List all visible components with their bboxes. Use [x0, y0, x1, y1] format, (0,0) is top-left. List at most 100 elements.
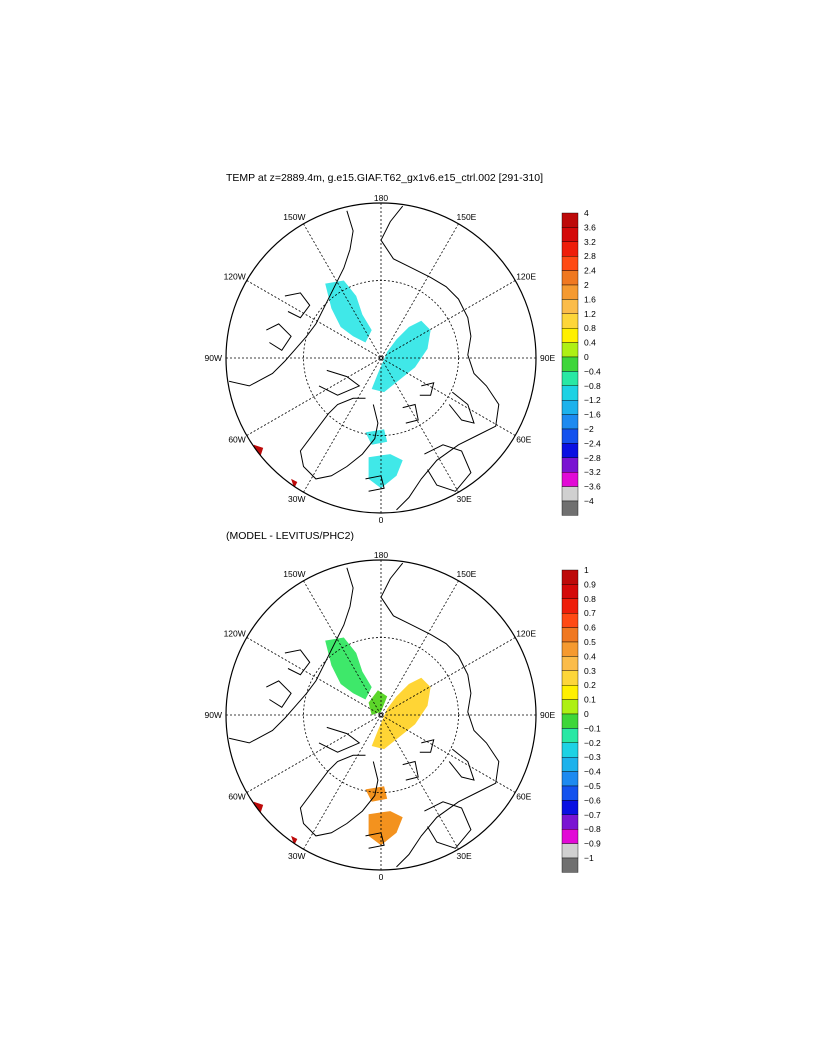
colorbar-swatch — [561, 814, 579, 830]
colorbar-swatch — [561, 641, 579, 657]
colorbar-swatch — [561, 284, 579, 300]
map-title-top: TEMP at z=2889.4m, g.e15.GIAF.T62_gx1v6.… — [226, 172, 544, 184]
colorbar-swatch — [561, 414, 579, 430]
colorbar-swatch — [561, 500, 579, 516]
colorbar-swatch — [561, 757, 579, 772]
longitude-label: 150W — [283, 569, 305, 579]
longitude-label: 90E — [540, 353, 555, 363]
colorbar-tick-label: 0.4 — [584, 651, 596, 661]
colorbar-swatch — [561, 800, 579, 816]
colorbar-swatch — [561, 212, 579, 228]
longitude-label: 150E — [457, 569, 477, 579]
colorbar-swatch — [561, 670, 579, 686]
colorbar-tick-label: 0.3 — [584, 666, 596, 676]
anomaly-canada-basin — [325, 637, 372, 700]
map-title-bottom: (MODEL - LEVITUS/PHC2) — [226, 530, 354, 542]
anomaly-irminger — [291, 835, 298, 846]
coastline — [380, 205, 500, 511]
colorbar-swatch — [561, 598, 579, 614]
longitude-label: 120E — [516, 629, 536, 639]
colorbar-tick-label: −0.4 — [584, 366, 601, 376]
colorbar-tick-label: −0.3 — [584, 752, 601, 762]
colorbar-swatch — [561, 256, 579, 271]
colorbar-tick-label: 0.2 — [584, 680, 596, 690]
colorbar: 4 3.6 3.2 2.8 2.4 2 1.6 1.2 0.8 0.4 0 −0.4 −0.8 −1.2 −… — [561, 208, 601, 516]
colorbar-swatch — [561, 328, 579, 343]
colorbar-tick-label: −0.6 — [584, 795, 601, 805]
colorbar-swatch — [561, 627, 579, 643]
colorbar-tick-label: −0.4 — [584, 767, 601, 777]
coastline — [424, 801, 472, 849]
colorbar-tick-label: −0.1 — [584, 723, 601, 733]
longitude-label: 30W — [288, 851, 305, 861]
longitude-label: 120W — [224, 629, 246, 639]
colorbar-swatch — [561, 713, 579, 729]
colorbar-tick-label: −2.8 — [584, 453, 601, 463]
coastline — [284, 649, 311, 676]
colorbar-tick-label: −3.2 — [584, 467, 601, 477]
colorbar-tick-label: 2.8 — [584, 251, 596, 261]
longitude-label: 150E — [457, 212, 477, 222]
colorbar-swatch — [561, 699, 579, 715]
coastline — [318, 369, 361, 396]
colorbar-swatch — [561, 613, 579, 628]
anomaly-greenland-sea — [368, 454, 403, 489]
colorbar-tick-label: −1.2 — [584, 395, 601, 405]
colorbar-tick-label: −0.2 — [584, 738, 601, 748]
anomaly-eurasian-basin — [371, 677, 431, 750]
colorbar-swatch — [561, 584, 579, 600]
colorbar-tick-label: −1.6 — [584, 410, 601, 420]
longitude-label: 30E — [457, 494, 472, 504]
longitude-label: 60E — [516, 792, 531, 802]
colorbar-tick-label: 0.4 — [584, 338, 596, 348]
coastline — [402, 760, 419, 781]
longitude-label: 120W — [224, 272, 246, 282]
colorbar-swatch — [561, 843, 579, 859]
coastline — [365, 832, 385, 849]
longitude-label: 90E — [540, 710, 555, 720]
coastline — [424, 444, 472, 492]
map-body — [226, 560, 536, 870]
map-panel-bottom: 180 150E 120E 90E 60E 30E 0 30W 60W 90W 120W 150W 1 0… — [205, 550, 602, 882]
colorbar-swatch — [561, 457, 579, 473]
colorbar-swatch — [561, 569, 579, 585]
coastline — [448, 748, 475, 781]
colorbar-tick-label: 4 — [584, 208, 589, 218]
colorbar-tick-label: −0.9 — [584, 839, 601, 849]
colorbar-tick-label: 0.8 — [584, 594, 596, 604]
colorbar-swatch — [561, 685, 579, 700]
colorbar-tick-label: −2.4 — [584, 438, 601, 448]
colorbar-swatch — [561, 342, 579, 358]
coastline — [266, 323, 292, 351]
anomaly-greenland-sea — [368, 811, 403, 846]
colorbar-swatch — [561, 443, 579, 458]
colorbar-swatch — [561, 472, 579, 487]
coastline — [402, 403, 419, 424]
colorbar-tick-label: 0 — [584, 352, 589, 362]
anomaly-lomonosov-ridge — [368, 690, 388, 715]
colorbar-tick-label: 0 — [584, 709, 589, 719]
colorbar-swatch — [561, 385, 579, 401]
longitude-label: 90W — [205, 710, 222, 720]
longitude-label: 60E — [516, 435, 531, 445]
colorbar-swatch — [561, 742, 579, 758]
colorbar-tick-label: −4 — [584, 496, 594, 506]
colorbar-tick-label: −0.7 — [584, 810, 601, 820]
colorbar-tick-label: 3.6 — [584, 222, 596, 232]
colorbar-tick-label: 0.9 — [584, 579, 596, 589]
anomaly-irminger — [291, 478, 298, 489]
anomaly-eurasian-basin — [371, 320, 431, 393]
coastline — [299, 754, 379, 837]
colorbar-tick-label: −0.5 — [584, 781, 601, 791]
colorbar-swatch — [561, 270, 579, 286]
coastline — [318, 726, 361, 753]
coastline — [228, 567, 354, 744]
colorbar-swatch — [561, 785, 579, 801]
longitude-label: 180 — [374, 550, 388, 560]
colorbar-tick-label: 2.4 — [584, 266, 596, 276]
coastline — [284, 292, 311, 319]
colorbar-tick-label: −1 — [584, 853, 594, 863]
longitude-label: 120E — [516, 272, 536, 282]
colorbar-tick-label: 3.2 — [584, 237, 596, 247]
